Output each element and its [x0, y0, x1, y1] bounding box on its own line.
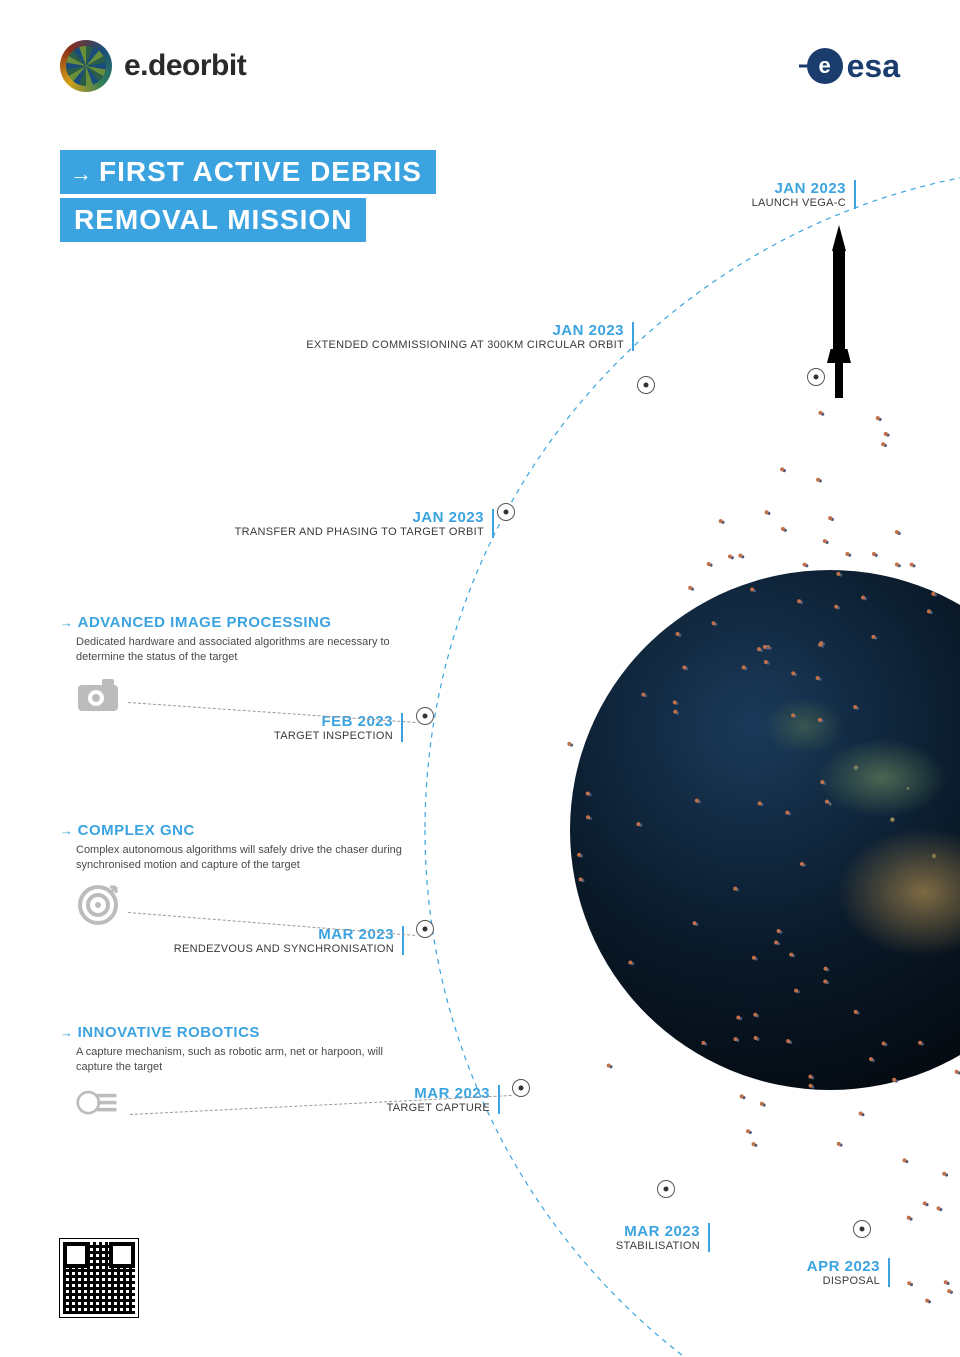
milestone-date: MAR 2023	[616, 1223, 710, 1240]
page-title: →FIRST ACTIVE DEBRIS REMOVAL MISSION	[60, 150, 436, 246]
callout-robotics: INNOVATIVE ROBOTICS A capture mechanism,…	[60, 1024, 420, 1125]
gripper-icon	[76, 1085, 120, 1125]
rocket-icon	[828, 225, 850, 375]
callout-imaging: ADVANCED IMAGE PROCESSING Dedicated hard…	[60, 614, 420, 715]
milestone-desc: TRANSFER AND PHASING TO TARGET ORBIT	[235, 526, 494, 538]
brand-logo: e.deorbit	[60, 40, 246, 92]
esa-circle-icon: e	[807, 48, 843, 84]
milestone-desc: TARGET INSPECTION	[274, 730, 403, 742]
callout-heading: ADVANCED IMAGE PROCESSING	[60, 614, 420, 631]
milestone-transfer: JAN 2023 TRANSFER AND PHASING TO TARGET …	[235, 509, 494, 538]
milestone-desc: STABILISATION	[616, 1240, 710, 1252]
milestone-marker-stabilise	[657, 1180, 675, 1198]
milestone-launch: JAN 2023 LAUNCH VEGA-C	[752, 180, 856, 209]
header: e.deorbit e esa	[60, 40, 900, 92]
milestone-date: APR 2023	[807, 1258, 890, 1275]
title-line-1: →FIRST ACTIVE DEBRIS	[60, 150, 436, 194]
callout-body: Dedicated hardware and associated algori…	[60, 635, 420, 665]
milestone-date: MAR 2023	[174, 926, 404, 943]
milestone-date: JAN 2023	[752, 180, 856, 197]
target-icon	[76, 883, 120, 923]
milestone-marker-rendezvous	[416, 920, 434, 938]
milestone-marker-disposal	[853, 1220, 871, 1238]
camera-icon	[76, 675, 120, 715]
milestone-marker-capture	[512, 1079, 530, 1097]
callout-heading: INNOVATIVE ROBOTICS	[60, 1024, 420, 1041]
esa-logo: e esa	[807, 48, 900, 85]
milestone-desc: RENDEZVOUS AND SYNCHRONISATION	[174, 943, 404, 955]
milestone-date: FEB 2023	[274, 713, 403, 730]
agency-name: esa	[847, 48, 900, 85]
milestone-marker-transfer	[497, 503, 515, 521]
callout-body: Complex autonomous algorithms will safel…	[60, 843, 420, 873]
milestone-desc: EXTENDED COMMISSIONING AT 300KM CIRCULAR…	[306, 339, 634, 351]
milestone-stabilise: MAR 2023 STABILISATION	[616, 1223, 710, 1252]
brand-name: e.deorbit	[124, 49, 246, 83]
milestone-commission: JAN 2023 EXTENDED COMMISSIONING AT 300KM…	[306, 322, 634, 351]
milestone-desc: DISPOSAL	[807, 1275, 890, 1287]
milestone-marker-commission	[637, 376, 655, 394]
title-line-2: REMOVAL MISSION	[60, 198, 366, 242]
milestone-date: JAN 2023	[235, 509, 494, 526]
callout-gnc: COMPLEX GNC Complex autonomous algorithm…	[60, 822, 420, 923]
callout-heading: COMPLEX GNC	[60, 822, 420, 839]
callout-body: A capture mechanism, such as robotic arm…	[60, 1045, 420, 1075]
globe-icon	[60, 40, 112, 92]
qr-code	[60, 1239, 138, 1317]
milestone-desc: LAUNCH VEGA-C	[752, 197, 856, 209]
earth-graphic	[570, 570, 960, 1090]
milestone-disposal: APR 2023 DISPOSAL	[807, 1258, 890, 1287]
milestone-date: JAN 2023	[306, 322, 634, 339]
milestone-marker-launch	[807, 368, 825, 386]
